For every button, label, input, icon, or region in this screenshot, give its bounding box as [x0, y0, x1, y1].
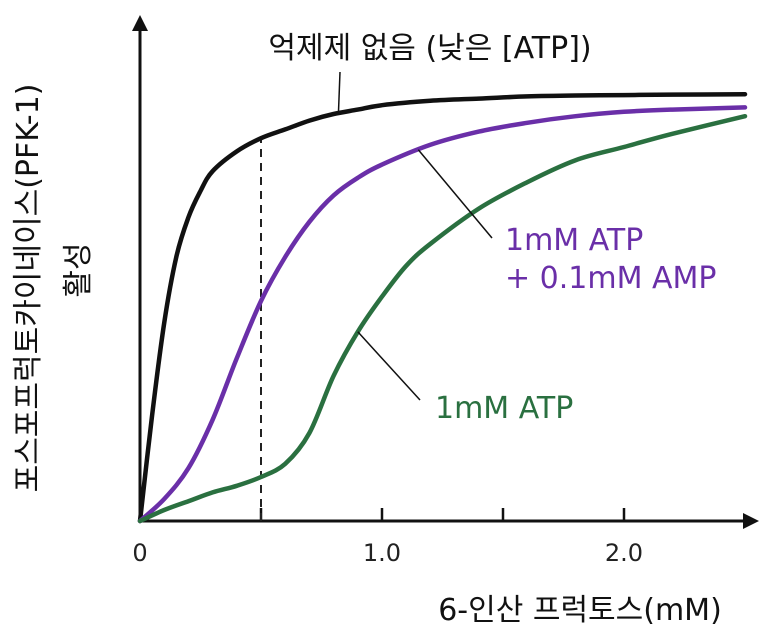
label-atp-plus-amp-line: + 0.1mM AMP — [505, 261, 717, 296]
label-no-inhibitor: 억제제 없음 (낮은 [ATP]) — [268, 31, 591, 66]
y-axis-title-line2: 활성 — [61, 242, 96, 297]
x-tick-label: 2.0 — [605, 539, 643, 567]
leader-atp — [357, 331, 421, 401]
label-no-inhibitor-line: 억제제 없음 (낮은 [ATP]) — [268, 31, 591, 66]
curve-atp — [137, 113, 748, 524]
x-axis-title: 6-인산 프럭토스(mM) — [438, 593, 722, 628]
x-tick-label: 1.0 — [363, 539, 401, 567]
x-tick-label: 0 — [132, 539, 147, 567]
label-atp: 1mM ATP — [435, 391, 573, 426]
leader-atp-plus-amp — [417, 149, 493, 239]
leader-no-inhibitor — [337, 71, 341, 114]
axes: 0 1.0 2.0 — [132, 15, 759, 567]
y-axis-title-line1: 포스포프럭토카이네이스(PFK-1) — [11, 84, 46, 493]
curve-no-inhibitor — [137, 91, 748, 524]
label-atp-line: 1mM ATP — [435, 391, 573, 426]
y-axis-arrow — [132, 15, 148, 31]
series-curves — [137, 91, 748, 524]
x-axis-arrow — [743, 513, 759, 529]
label-atp-plus-amp-line: 1mM ATP — [505, 223, 643, 258]
label-atp-plus-amp: 1mM ATP + 0.1mM AMP — [505, 223, 717, 296]
annotation-leaders — [337, 71, 493, 401]
curve-atp-plus-amp — [137, 105, 748, 524]
